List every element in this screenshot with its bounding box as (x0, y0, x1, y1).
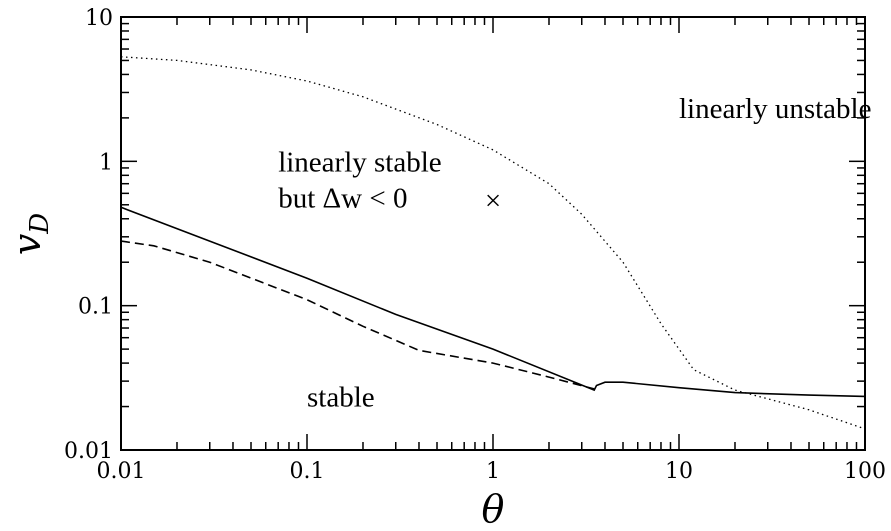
y-axis-label-main: v (5, 233, 49, 255)
series-solid-line (120, 206, 866, 398)
y-tick-label: 10 (85, 6, 113, 31)
annotation: but Δw < 0 (278, 182, 407, 214)
markers: × (485, 185, 501, 217)
x-tick-label: 1 (486, 459, 500, 484)
y-axis-label-sub: D (25, 213, 55, 235)
annotation: linearly unstable (679, 93, 871, 125)
y-tick-label: 0.01 (64, 439, 113, 464)
x-tick-label: 100 (844, 459, 886, 484)
tick-labels: 0.01 0.1 1 10 100 0.01 0.1 1 10 (64, 6, 886, 484)
x-tick-label: 10 (665, 459, 693, 484)
x-tick-label: 0.1 (290, 459, 325, 484)
y-tick-label: 0.1 (78, 295, 113, 320)
cross-marker: × (485, 185, 501, 217)
series-dashed-line (120, 240, 595, 390)
x-axis-label: θ (482, 487, 505, 531)
plot-frame (120, 16, 866, 451)
annotation: linearly stable (278, 147, 441, 179)
ticks (120, 17, 865, 451)
y-tick-label: 1 (99, 150, 113, 175)
annotation: stable (307, 382, 375, 414)
series (120, 56, 866, 430)
x-tick-label: 0.01 (97, 459, 146, 484)
y-axis-label: vD (5, 213, 55, 255)
